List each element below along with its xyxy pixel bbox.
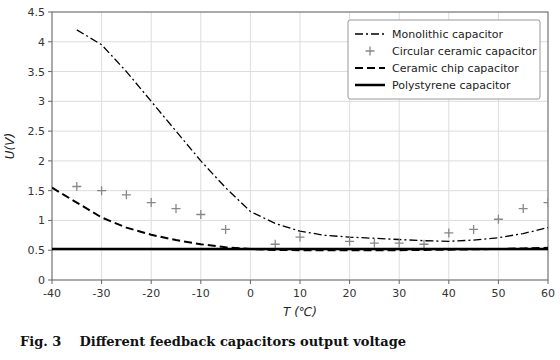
legend-marker	[366, 47, 375, 56]
tick-label-x: -20	[142, 287, 160, 300]
scatter-point	[122, 190, 131, 199]
tick-x	[448, 280, 449, 284]
tick-y	[48, 190, 52, 191]
tick-x	[399, 280, 400, 284]
tick-label-y: 3	[38, 95, 45, 108]
scatter-point	[196, 210, 205, 219]
grid-line-x	[151, 12, 152, 280]
chart-svg: -40 -30 -20 -10 0 10 20 30 40 50 60 0 0.5 1 1.5 2 2.5 3 3.…	[0, 0, 560, 360]
chart-container: -40 -30 -20 -10 0 10 20 30 40 50 60 0 0.5 1 1.5 2 2.5 3 3.…	[0, 0, 560, 360]
scatter-point	[72, 182, 81, 191]
tick-y	[48, 220, 52, 221]
tick-label-x: 10	[293, 287, 307, 300]
legend-label: Polystyrene capacitor	[392, 79, 511, 92]
scatter-point	[420, 240, 429, 249]
grid-line-x	[250, 12, 251, 280]
legend-line	[355, 84, 385, 87]
tick-y	[48, 280, 52, 281]
grid-line-y	[52, 250, 548, 251]
tick-y	[48, 101, 52, 102]
tick-y	[48, 12, 52, 13]
scatter-point	[544, 198, 549, 207]
legend-label: Monolithic capacitor	[392, 28, 504, 41]
tick-label-y: 2	[38, 155, 45, 168]
tick-label-x: 0	[247, 287, 254, 300]
y-axis-label: U(V)	[3, 133, 17, 159]
background	[0, 0, 560, 360]
tick-label-y: 3.5	[28, 66, 46, 79]
grid-line-y	[52, 101, 548, 102]
tick-x	[52, 280, 53, 284]
tick-label-x: -10	[192, 287, 210, 300]
axes: -40 -30 -20 -10 0 10 20 30 40 50 60 0 0.5 1 1.5 2 2.5 3 3.…	[28, 6, 556, 300]
tick-label-y: 1.5	[28, 185, 46, 198]
grid	[52, 12, 548, 280]
marks	[52, 30, 548, 250]
grid-line-y	[52, 220, 548, 221]
tick-label-y: 0	[38, 274, 45, 287]
tick-label-x: 40	[442, 287, 456, 300]
legend-line	[355, 33, 385, 34]
tick-x	[101, 280, 102, 284]
tick-label-y: 4.5	[28, 6, 46, 19]
legend-label: Ceramic chip capacitor	[392, 62, 519, 75]
tick-x	[349, 280, 350, 284]
tick-label-x: -40	[43, 287, 61, 300]
tick-label-x: 60	[541, 287, 555, 300]
line-series	[52, 248, 548, 251]
tick-label-y: 4	[38, 36, 45, 49]
tick-y	[48, 41, 52, 42]
scatter-point	[221, 225, 230, 234]
tick-y	[48, 71, 52, 72]
scatter-point	[519, 204, 528, 213]
scatter-point	[494, 215, 503, 224]
line-series	[52, 188, 548, 251]
scatter-point	[296, 233, 305, 242]
tick-x	[200, 280, 201, 284]
x-axis-label: T (℃)	[283, 305, 317, 319]
tick-y	[48, 250, 52, 251]
tick-label-x: 30	[392, 287, 406, 300]
scatter-point	[444, 228, 453, 237]
line-series	[77, 30, 548, 241]
grid-line-x	[200, 12, 201, 280]
tick-x	[498, 280, 499, 284]
scatter-point	[172, 204, 181, 213]
tick-x	[548, 280, 549, 284]
scatter-point	[271, 240, 280, 249]
tick-x	[300, 280, 301, 284]
tick-label-x: 50	[491, 287, 505, 300]
scatter-point	[345, 237, 354, 246]
tick-x	[151, 280, 152, 284]
tick-label-y: 1	[38, 214, 45, 227]
tick-label-x: 20	[343, 287, 357, 300]
plot-frame	[52, 12, 548, 280]
caption: Fig. 3 Different feedback capacitors out…	[20, 334, 406, 349]
tick-label-y: 2.5	[28, 125, 46, 138]
tick-label-y: 0.5	[28, 244, 46, 257]
scatter-point	[97, 186, 106, 195]
scatter-point	[395, 239, 404, 248]
legend-line	[355, 67, 385, 69]
tick-x	[250, 280, 251, 284]
scatter-point	[370, 239, 379, 248]
legend-label: Circular ceramic capacitor	[392, 45, 537, 58]
tick-y	[48, 131, 52, 132]
grid-line-y	[52, 160, 548, 161]
scatter-point	[469, 225, 478, 234]
scatter-series	[72, 182, 548, 249]
legend: Monolithic capacitor Circular ceramic cap…	[348, 20, 540, 99]
legend-box	[348, 20, 540, 99]
tick-y	[48, 160, 52, 161]
scatter-point	[147, 198, 156, 207]
grid-line-x	[101, 12, 102, 280]
grid-line-y	[52, 131, 548, 132]
tick-label-x: -30	[93, 287, 111, 300]
